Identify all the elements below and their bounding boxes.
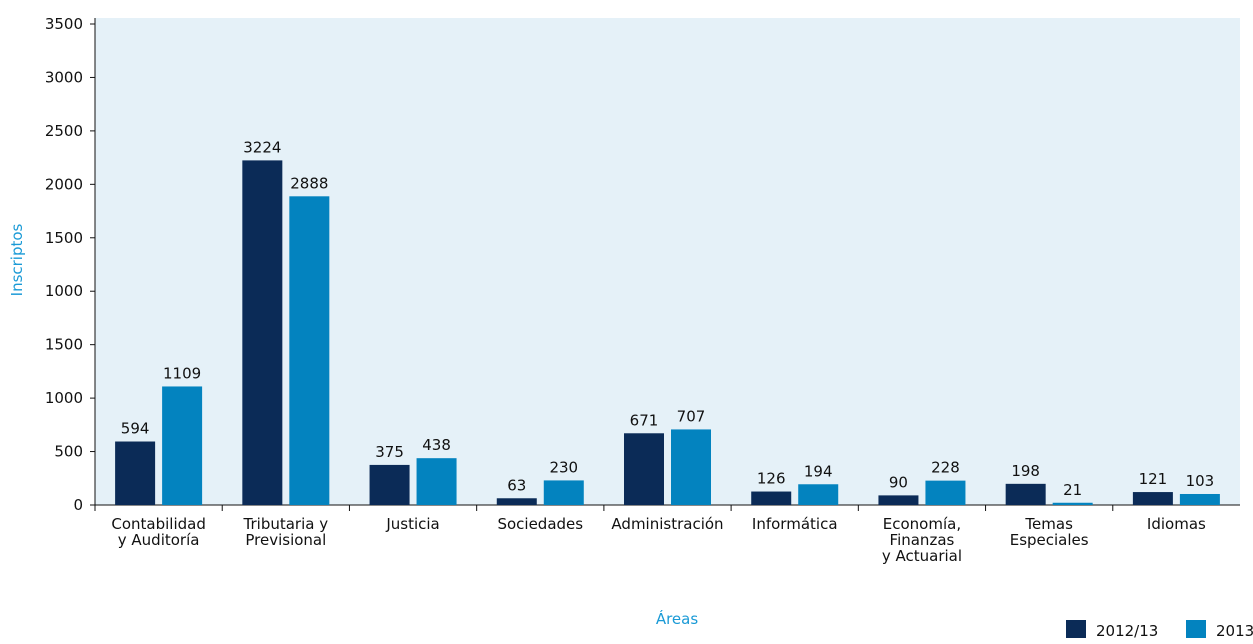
- value-label: 194: [804, 462, 833, 480]
- x-tick-label: Administración: [611, 515, 723, 533]
- value-label: 21: [1063, 481, 1082, 499]
- x-tick-label-line: Administración: [611, 515, 723, 533]
- legend-swatch: [1186, 620, 1206, 638]
- bar: [115, 441, 156, 505]
- value-label: 3224: [243, 138, 281, 156]
- value-label: 230: [549, 458, 578, 476]
- value-label: 126: [757, 470, 786, 488]
- bar: [242, 160, 283, 505]
- value-label: 671: [630, 411, 659, 429]
- y-tick-label: 0: [73, 496, 83, 514]
- x-tick-label: Tributaria y Previsional: [243, 515, 329, 549]
- x-tick-label-line: Tributaria y: [243, 515, 329, 533]
- value-label: 121: [1139, 470, 1168, 488]
- value-label: 198: [1011, 462, 1040, 480]
- bar: [671, 429, 711, 505]
- y-tick-label: 3000: [45, 68, 83, 86]
- plot-area: [95, 18, 1240, 505]
- bar: [925, 480, 966, 505]
- bar: [1179, 493, 1220, 505]
- x-tick-label: Economía, Finanzas y Actuarial: [882, 515, 962, 565]
- x-tick-label: Informática: [752, 515, 838, 533]
- bar: [878, 495, 919, 505]
- y-axis-title: Inscriptos: [8, 223, 26, 296]
- x-tick-label: Justicia: [385, 515, 439, 533]
- bar: [496, 498, 537, 505]
- bar: [543, 480, 584, 505]
- y-tick-label: 1000: [45, 282, 83, 300]
- x-tick-label: Idiomas: [1147, 515, 1206, 533]
- x-axis-title: Áreas: [656, 609, 699, 628]
- y-tick-label: 500: [54, 443, 83, 461]
- bar: [624, 433, 664, 505]
- bar: [289, 196, 330, 506]
- x-tick-label-line: Contabilidad: [111, 515, 206, 533]
- x-tick-label-line: y Actuarial: [882, 547, 962, 565]
- x-tick-label-line: Economía,: [883, 515, 961, 533]
- bar: [798, 484, 839, 505]
- legend-swatch: [1066, 620, 1086, 638]
- x-tick-label-line: Idiomas: [1147, 515, 1206, 533]
- x-tick-label: Sociedades: [497, 515, 583, 533]
- x-tick-label-line: Justicia: [385, 515, 439, 533]
- bar: [751, 491, 792, 505]
- y-tick-label: 1500: [45, 336, 83, 354]
- value-label: 63: [507, 476, 526, 494]
- x-tick-label: Contabilidad y Auditoría: [111, 515, 206, 549]
- x-tick-label-line: Especiales: [1010, 531, 1089, 549]
- value-label: 2888: [290, 174, 328, 192]
- bar: [1052, 502, 1093, 505]
- value-label: 438: [422, 436, 451, 454]
- value-label: 1109: [163, 364, 201, 382]
- legend-label: 2012/13: [1096, 622, 1158, 640]
- x-tick-label-line: Informática: [752, 515, 838, 533]
- y-tick-label: 2000: [45, 175, 83, 193]
- x-tick-label-line: Temas: [1024, 515, 1073, 533]
- bar: [162, 386, 203, 505]
- value-label: 594: [121, 420, 150, 438]
- y-tick-label: 1500: [45, 229, 83, 247]
- value-label: 707: [677, 407, 706, 425]
- bar: [369, 464, 410, 505]
- x-tick-label-line: Finanzas: [890, 531, 955, 549]
- bar: [416, 458, 457, 505]
- y-tick-label: 3500: [45, 15, 83, 33]
- value-label: 375: [375, 443, 404, 461]
- bar: [1132, 492, 1173, 505]
- bar: [1005, 483, 1046, 505]
- x-tick-label-line: y Auditoría: [118, 531, 200, 549]
- y-tick-label: 1000: [45, 389, 83, 407]
- legend-label: 2013/14: [1216, 622, 1253, 640]
- y-tick-label: 2500: [45, 122, 83, 140]
- value-label: 228: [931, 459, 960, 477]
- value-label: 103: [1186, 472, 1215, 490]
- x-tick-label: Temas Especiales: [1010, 515, 1089, 549]
- x-tick-label-line: Sociedades: [497, 515, 583, 533]
- x-tick-label-line: Previsional: [245, 531, 326, 549]
- value-label: 90: [889, 473, 908, 491]
